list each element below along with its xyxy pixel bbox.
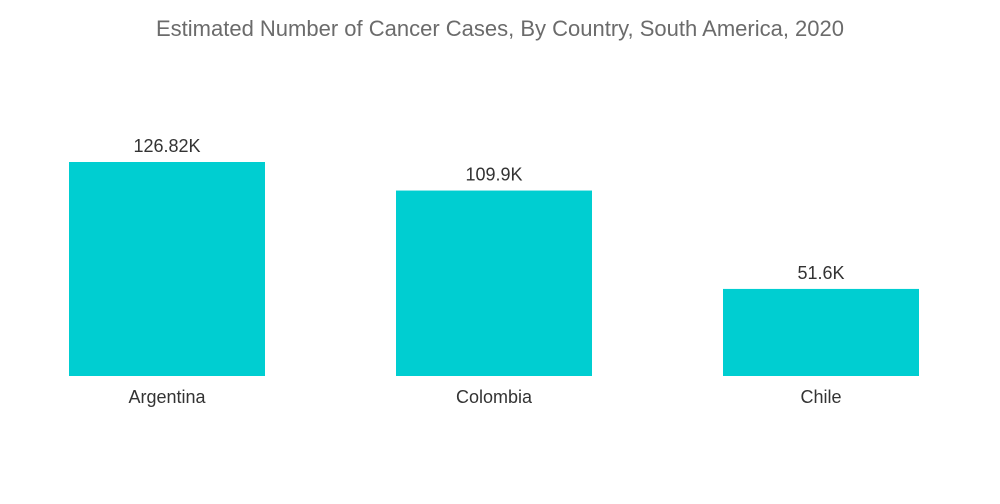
value-labels-group: 126.82K 109.9K 51.6K: [133, 136, 844, 283]
category-label-chile: Chile: [800, 387, 841, 407]
bars-group: [69, 162, 919, 376]
value-label-colombia: 109.9K: [465, 165, 522, 185]
category-label-colombia: Colombia: [456, 387, 533, 407]
bar-argentina: [69, 162, 265, 376]
value-label-argentina: 126.82K: [133, 136, 200, 156]
category-labels-group: Argentina Colombia Chile: [128, 387, 841, 407]
category-label-argentina: Argentina: [128, 387, 206, 407]
bar-colombia: [396, 190, 592, 376]
value-label-chile: 51.6K: [797, 263, 844, 283]
bar-chile: [723, 288, 919, 376]
chart-title: Estimated Number of Cancer Cases, By Cou…: [155, 16, 844, 41]
